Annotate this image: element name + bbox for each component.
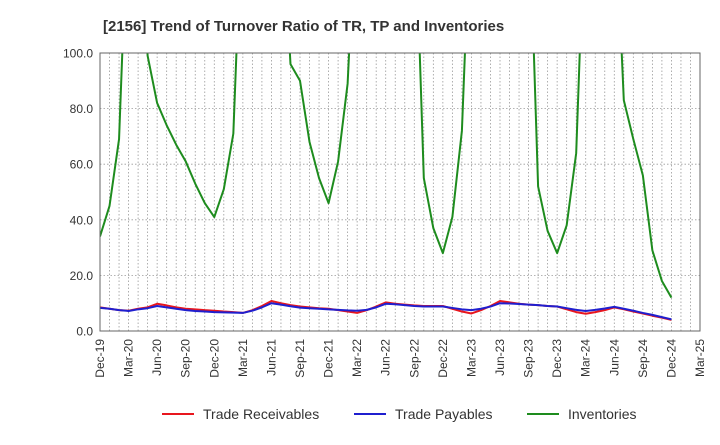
x-tick-label: Dec-23 xyxy=(550,339,564,378)
clipped-series xyxy=(100,53,673,321)
legend-label: Trade Receivables xyxy=(203,406,319,422)
y-tick-label: 20.0 xyxy=(70,269,94,283)
legend-label: Inventories xyxy=(568,406,636,422)
legend: Trade Receivables Trade Payables Inventori… xyxy=(162,406,636,422)
x-tick-label: Dec-21 xyxy=(322,339,336,378)
y-tick-label: 100.0 xyxy=(63,47,93,61)
plot-area-frame xyxy=(99,52,701,332)
x-tick-label: Dec-22 xyxy=(436,339,450,378)
series-line-trade-payables xyxy=(100,302,672,321)
x-tick-label: Dec-19 xyxy=(93,339,107,378)
x-tick-label: Sep-20 xyxy=(179,339,193,378)
chart-title: [2156] Trend of Turnover Ratio of TR, TP… xyxy=(103,18,504,35)
y-tick-label: 40.0 xyxy=(70,213,94,227)
y-axis: 0.0 20.0 40.0 60.0 80.0 100.0 xyxy=(63,47,93,339)
x-tick-label: Jun-22 xyxy=(379,339,393,376)
series-line-trade-receivables xyxy=(100,299,672,321)
x-tick-label: Sep-23 xyxy=(522,339,536,378)
series-line-inventories xyxy=(100,53,673,299)
x-tick-label: Sep-22 xyxy=(407,339,421,378)
x-tick-label: Jun-23 xyxy=(493,339,507,376)
x-tick-label: Sep-24 xyxy=(636,339,650,378)
x-tick-label: Mar-25 xyxy=(693,339,707,377)
y-tick-label: 60.0 xyxy=(70,158,94,172)
x-tick-label: Jun-20 xyxy=(150,339,164,376)
x-tick-label: Mar-20 xyxy=(122,339,136,377)
x-tick-label: Jun-24 xyxy=(607,339,621,376)
legend-label: Trade Payables xyxy=(395,406,493,422)
y-tick-label: 80.0 xyxy=(70,102,94,116)
x-tick-label: Mar-22 xyxy=(350,339,364,377)
x-tick-label: Dec-20 xyxy=(207,339,221,378)
x-tick-label: Sep-21 xyxy=(293,339,307,378)
x-tick-label: Mar-21 xyxy=(236,339,250,377)
x-tick-label: Mar-23 xyxy=(464,339,478,377)
x-tick-label: Mar-24 xyxy=(579,339,593,377)
x-axis: Dec-19 Mar-20 Jun-20 Sep-20 Dec-20 Mar-21 Jun-… xyxy=(93,339,707,378)
x-tick-label: Dec-24 xyxy=(664,339,678,378)
gridlines xyxy=(100,53,700,331)
series-lines xyxy=(100,53,673,321)
y-tick-label: 0.0 xyxy=(76,325,93,339)
x-tick-label: Jun-21 xyxy=(264,339,278,376)
